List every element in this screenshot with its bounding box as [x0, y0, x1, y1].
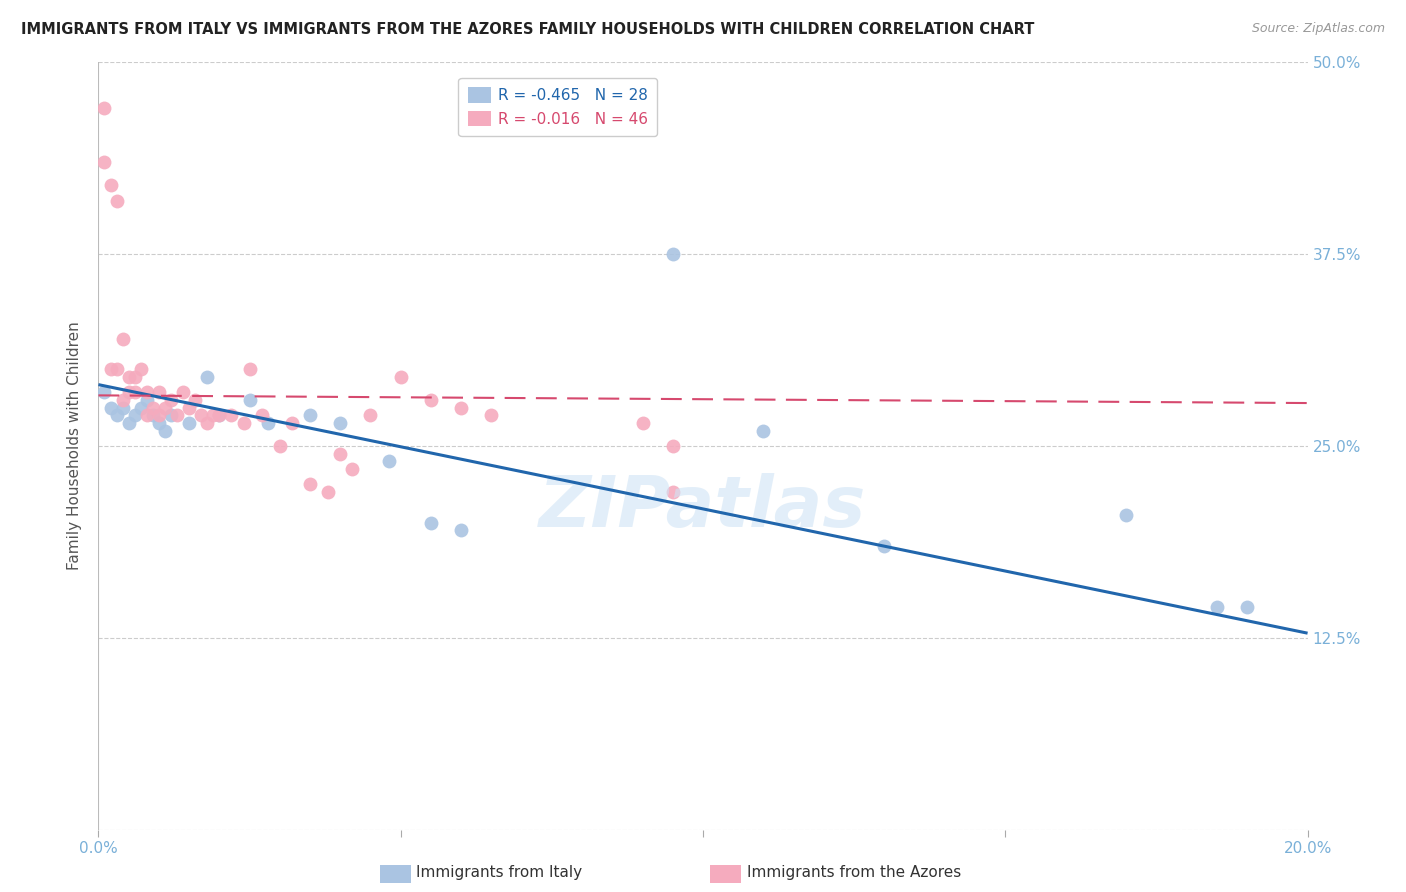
- Point: [105, 362, 128, 376]
- Text: IMMIGRANTS FROM ITALY VS IMMIGRANTS FROM THE AZORES FAMILY HOUSEHOLDS WITH CHILD: IMMIGRANTS FROM ITALY VS IMMIGRANTS FROM…: [21, 22, 1035, 37]
- Point: [299, 409, 322, 423]
- Point: [105, 409, 128, 423]
- Point: [631, 416, 654, 430]
- Point: [329, 416, 352, 430]
- Point: [142, 401, 165, 415]
- Point: [661, 485, 683, 500]
- Point: [281, 416, 304, 430]
- Point: [93, 385, 115, 400]
- Point: [752, 424, 775, 438]
- Point: [129, 401, 152, 415]
- Point: [190, 409, 212, 423]
- Text: Immigrants from Italy: Immigrants from Italy: [416, 865, 582, 880]
- Point: [118, 370, 141, 384]
- Point: [239, 392, 262, 407]
- Point: [195, 416, 218, 430]
- Point: [377, 454, 399, 468]
- Point: [100, 401, 122, 415]
- Point: [129, 362, 152, 376]
- Point: [239, 362, 262, 376]
- Point: [135, 385, 157, 400]
- Y-axis label: Family Households with Children: Family Households with Children: [67, 322, 83, 570]
- Point: [202, 409, 225, 423]
- Point: [179, 416, 201, 430]
- Point: [208, 409, 231, 423]
- Point: [118, 385, 141, 400]
- Point: [153, 424, 176, 438]
- Point: [111, 332, 134, 346]
- Point: [299, 477, 322, 491]
- Point: [481, 409, 503, 423]
- Point: [256, 416, 278, 430]
- Point: [250, 409, 273, 423]
- Point: [389, 370, 412, 384]
- Point: [148, 385, 170, 400]
- Point: [329, 447, 352, 461]
- Point: [153, 401, 176, 415]
- Point: [111, 401, 134, 415]
- Point: [342, 462, 364, 476]
- Point: [172, 385, 194, 400]
- Point: [100, 178, 122, 193]
- Point: [221, 409, 243, 423]
- Point: [105, 194, 128, 208]
- Point: [450, 401, 472, 415]
- Text: ZIPatlas: ZIPatlas: [540, 473, 866, 541]
- Point: [360, 409, 382, 423]
- Point: [1236, 600, 1258, 615]
- Point: [232, 416, 254, 430]
- Point: [269, 439, 291, 453]
- Point: [148, 416, 170, 430]
- Point: [166, 409, 188, 423]
- Point: [661, 247, 683, 261]
- Point: [135, 392, 157, 407]
- Point: [420, 516, 443, 530]
- Point: [124, 385, 146, 400]
- Point: [1115, 508, 1137, 522]
- Point: [124, 370, 146, 384]
- Point: [135, 409, 157, 423]
- Legend: R = -0.465   N = 28, R = -0.016   N = 46: R = -0.465 N = 28, R = -0.016 N = 46: [458, 78, 658, 136]
- Point: [450, 524, 472, 538]
- Point: [100, 362, 122, 376]
- Point: [160, 392, 183, 407]
- Point: [179, 401, 201, 415]
- Point: [420, 392, 443, 407]
- Point: [124, 409, 146, 423]
- Point: [661, 439, 683, 453]
- Point: [93, 102, 115, 116]
- Point: [316, 485, 339, 500]
- Point: [160, 409, 183, 423]
- Text: Immigrants from the Azores: Immigrants from the Azores: [747, 865, 960, 880]
- Point: [142, 409, 165, 423]
- Text: Source: ZipAtlas.com: Source: ZipAtlas.com: [1251, 22, 1385, 36]
- Point: [873, 539, 896, 553]
- Point: [118, 416, 141, 430]
- Point: [1206, 600, 1229, 615]
- Point: [195, 370, 218, 384]
- Point: [148, 409, 170, 423]
- Point: [184, 392, 207, 407]
- Point: [93, 155, 115, 169]
- Point: [111, 392, 134, 407]
- Point: [208, 409, 231, 423]
